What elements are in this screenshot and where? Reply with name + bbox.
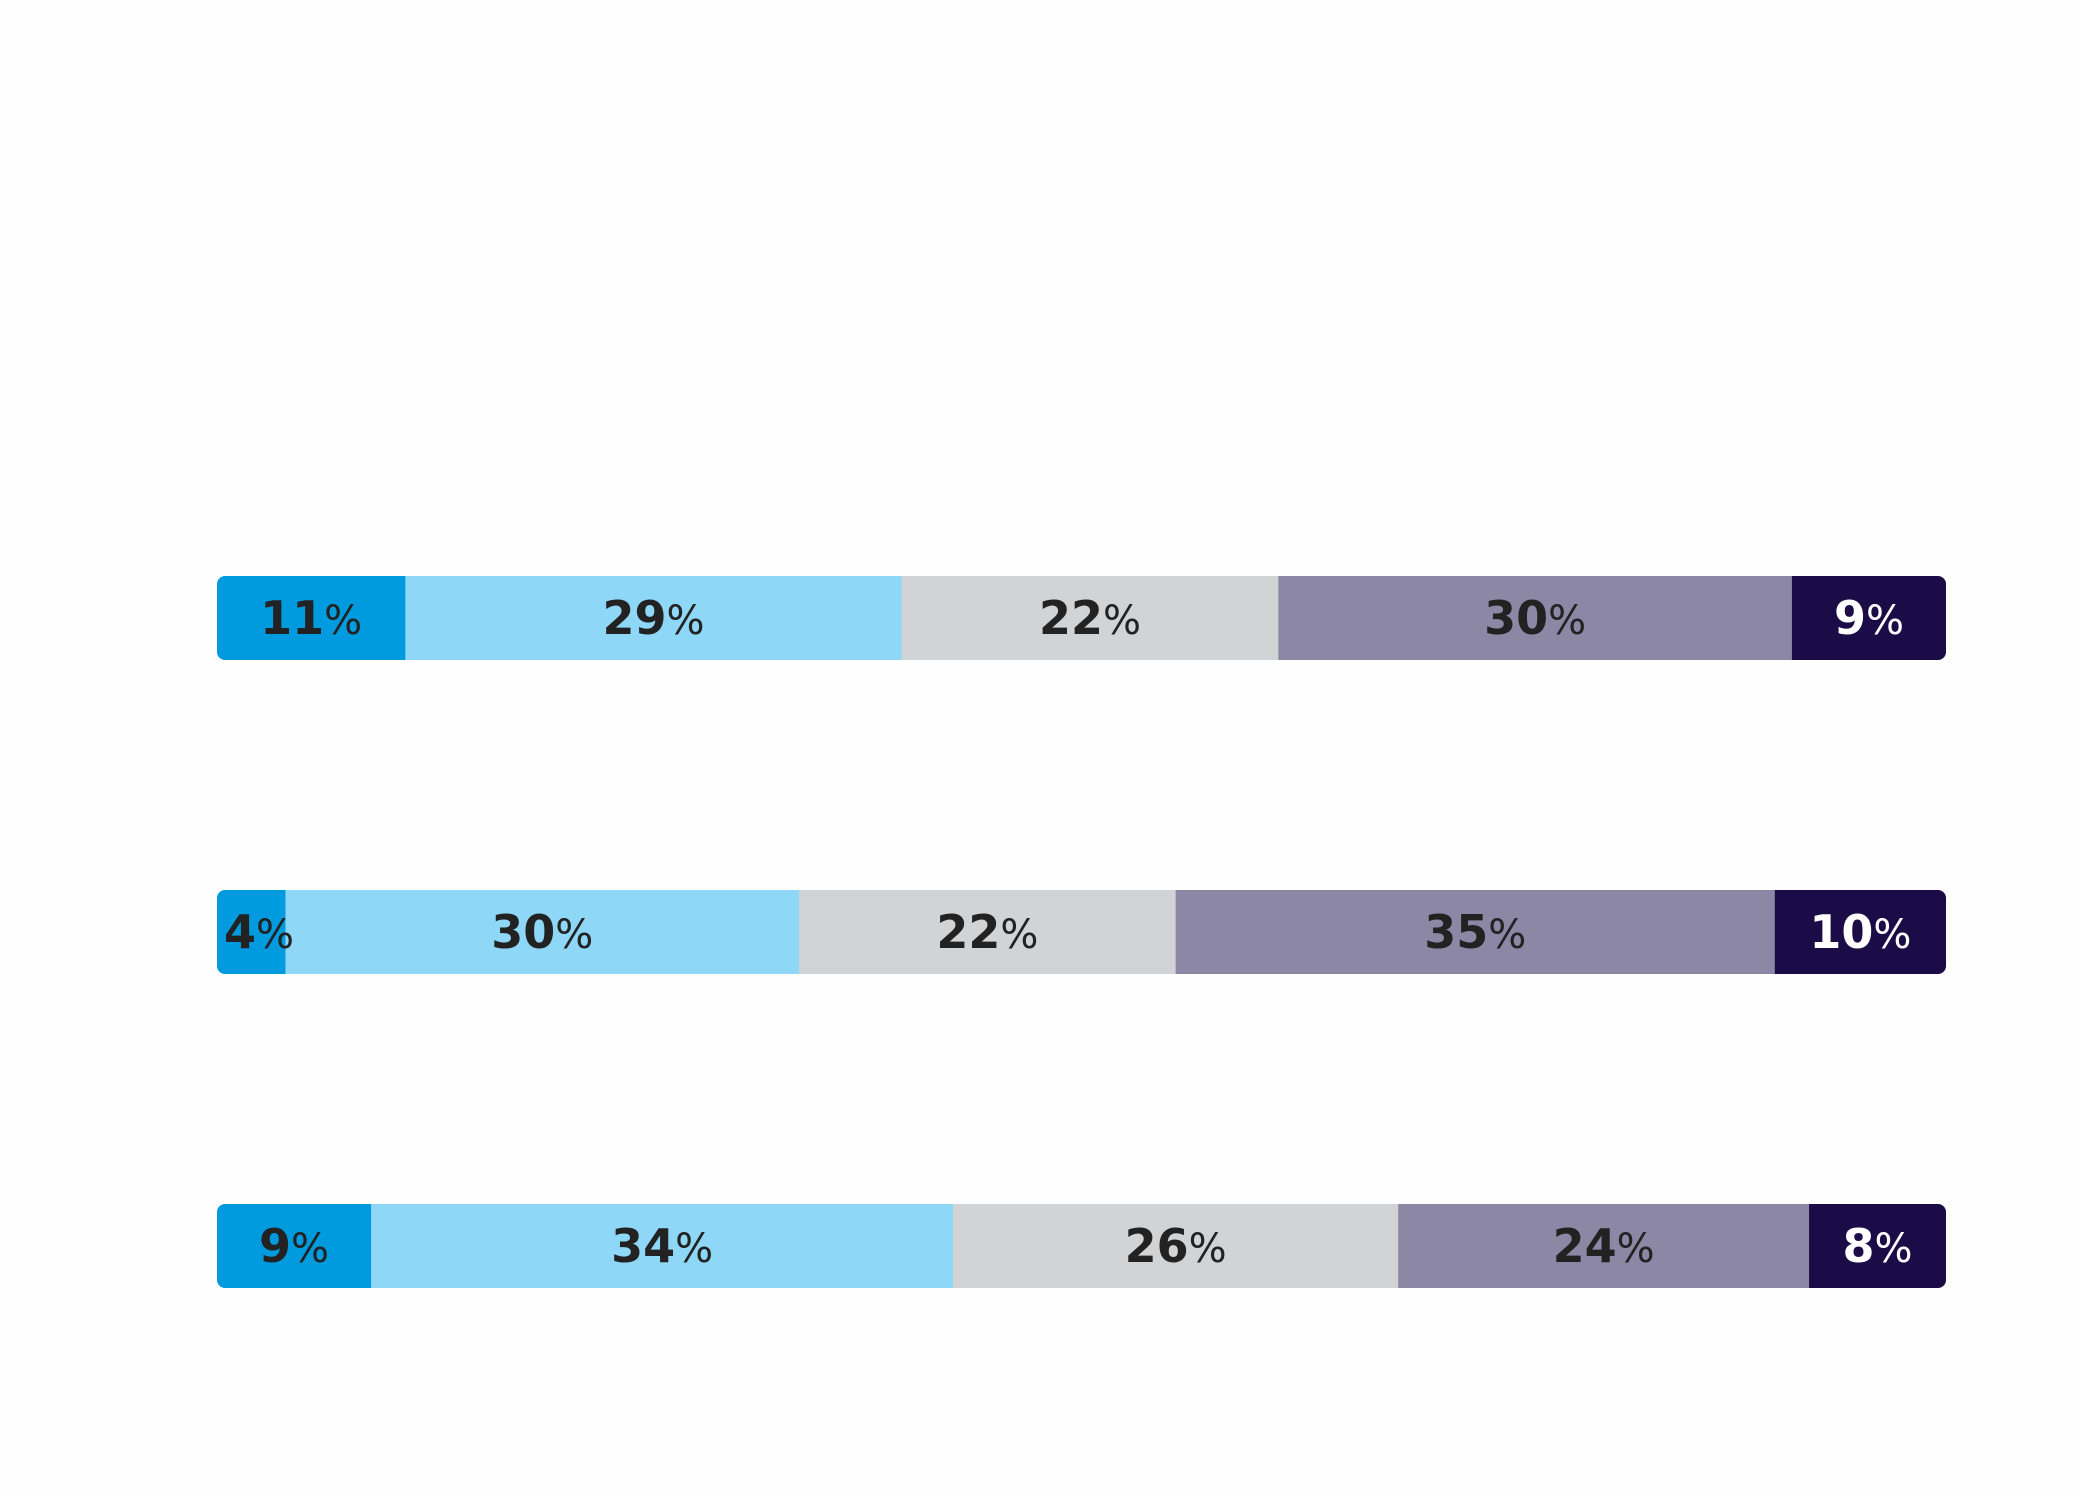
data-label-row1-seg2: 29% xyxy=(603,591,705,645)
data-label-row3-seg2: 34% xyxy=(611,1219,713,1273)
data-label-value: 30 xyxy=(491,905,555,959)
bars-layer xyxy=(217,576,1946,1288)
data-label-value: 30 xyxy=(1484,591,1548,645)
data-label-row2-seg1: 4% xyxy=(224,905,294,959)
bar-segment-row3-seg4 xyxy=(1398,1204,1810,1288)
data-label-row3-seg3: 26% xyxy=(1125,1219,1227,1273)
data-label-percent-sign: % xyxy=(667,598,705,644)
bar-segment-row1-seg2 xyxy=(405,576,903,660)
bar-segment-row1-seg3 xyxy=(901,576,1279,660)
data-label-percent-sign: % xyxy=(1866,598,1904,644)
bar-segment-row1-seg4 xyxy=(1278,576,1793,660)
data-label-value: 8 xyxy=(1843,1219,1875,1273)
data-label-value: 29 xyxy=(603,591,667,645)
bar-segment-row1-seg1 xyxy=(217,576,406,660)
bar-segment-row2-seg2 xyxy=(285,890,800,974)
data-label-value: 35 xyxy=(1424,905,1488,959)
data-label-percent-sign: % xyxy=(555,912,593,958)
data-label-percent-sign: % xyxy=(1000,912,1038,958)
data-label-percent-sign: % xyxy=(1488,912,1526,958)
data-label-percent-sign: % xyxy=(1189,1226,1227,1272)
data-label-percent-sign: % xyxy=(256,912,294,958)
data-label-row1-seg5: 9% xyxy=(1834,591,1904,645)
bar-segment-row2-seg5 xyxy=(1774,890,1946,974)
data-label-row2-seg3: 22% xyxy=(936,905,1038,959)
bar-row-1 xyxy=(217,576,1946,660)
bar-row-2 xyxy=(217,890,1946,974)
data-label-percent-sign: % xyxy=(1548,598,1586,644)
data-label-value: 24 xyxy=(1553,1219,1617,1273)
data-label-percent-sign: % xyxy=(1875,1226,1913,1272)
data-label-value: 11 xyxy=(260,591,324,645)
data-label-row3-seg4: 24% xyxy=(1553,1219,1655,1273)
bar-segment-row3-seg3 xyxy=(953,1204,1399,1288)
data-label-value: 34 xyxy=(611,1219,675,1273)
data-label-row2-seg5: 10% xyxy=(1809,905,1911,959)
data-label-value: 9 xyxy=(1834,591,1866,645)
data-label-value: 9 xyxy=(259,1219,291,1273)
data-label-row3-seg1: 9% xyxy=(259,1219,329,1273)
data-label-row3-seg5: 8% xyxy=(1843,1219,1913,1273)
data-label-value: 4 xyxy=(224,905,256,959)
labels-layer: 11% 29% 22% 30% 9%4% 30% 22% 35% 10%9% 34% 26% 24% 8… xyxy=(224,591,1913,1273)
data-label-percent-sign: % xyxy=(675,1226,713,1272)
data-label-percent-sign: % xyxy=(1873,912,1911,958)
bar-segment-row1-seg5 xyxy=(1791,576,1946,660)
data-label-percent-sign: % xyxy=(1617,1226,1655,1272)
bar-segment-row3-seg5 xyxy=(1809,1204,1946,1288)
bar-segment-row2-seg1 xyxy=(217,890,286,974)
data-label-row1-seg4: 30% xyxy=(1484,591,1586,645)
data-label-value: 22 xyxy=(936,905,1000,959)
data-label-value: 10 xyxy=(1809,905,1873,959)
bar-segment-row3-seg1 xyxy=(217,1204,372,1288)
bar-segment-row2-seg3 xyxy=(799,890,1177,974)
data-label-value: 22 xyxy=(1039,591,1103,645)
bar-row-3 xyxy=(217,1204,1946,1288)
data-label-row1-seg3: 22% xyxy=(1039,591,1141,645)
data-label-row2-seg2: 30% xyxy=(491,905,593,959)
data-label-percent-sign: % xyxy=(324,598,362,644)
data-label-percent-sign: % xyxy=(291,1226,329,1272)
data-label-value: 26 xyxy=(1125,1219,1189,1273)
bar-segment-row3-seg2 xyxy=(371,1204,954,1288)
data-label-percent-sign: % xyxy=(1103,598,1141,644)
data-label-row2-seg4: 35% xyxy=(1424,905,1526,959)
bar-segment-row2-seg4 xyxy=(1175,890,1776,974)
data-label-row1-seg1: 11% xyxy=(260,591,362,645)
